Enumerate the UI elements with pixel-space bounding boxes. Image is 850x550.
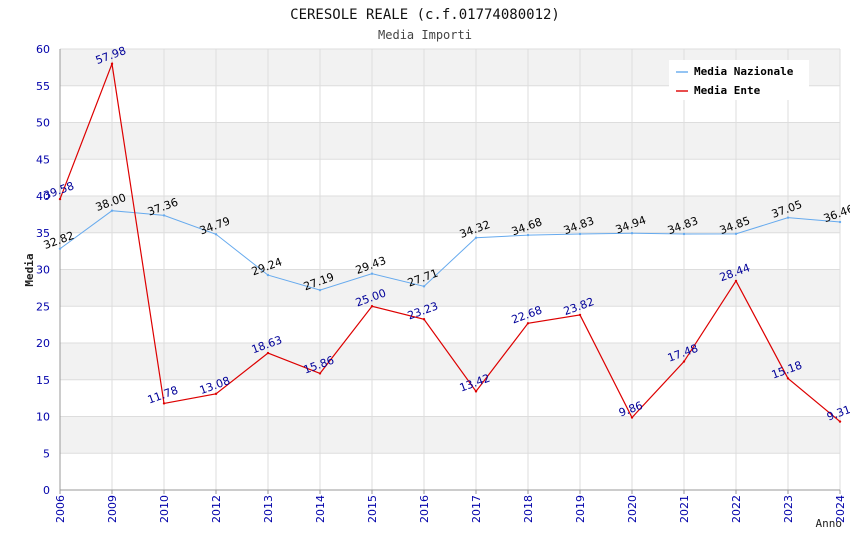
- grid-band: [60, 196, 840, 233]
- y-axis-label: Media: [23, 253, 36, 286]
- data-point: [318, 372, 322, 375]
- x-axis-label: Anno: [816, 517, 843, 530]
- legend-label-media-nazionale: Media Nazionale: [694, 65, 794, 78]
- data-label: 22.68: [510, 304, 544, 327]
- x-tick-label: 2014: [314, 495, 327, 523]
- data-point: [630, 416, 634, 419]
- x-tick-label: 2016: [418, 495, 431, 523]
- data-point: [58, 197, 62, 201]
- data-point: [110, 62, 114, 66]
- x-tick-label: 2020: [626, 495, 639, 523]
- data-point: [786, 216, 790, 219]
- series-line-media-ente: [59, 61, 841, 423]
- data-point: [370, 272, 374, 275]
- data-point: [422, 318, 426, 321]
- data-point: [734, 232, 738, 236]
- data-point: [682, 360, 686, 363]
- axes: 0 5 10 15 20 25 30 35 40 45 50 55 60 2006 2009 2010 2012…: [36, 43, 847, 523]
- y-tick-label: 30: [36, 264, 50, 277]
- y-tick-label: 25: [36, 300, 50, 313]
- chart-subtitle: Media Importi: [378, 28, 472, 42]
- y-tick-label: 20: [36, 337, 50, 350]
- x-tick-label: 2012: [210, 495, 223, 523]
- data-point: [162, 214, 166, 217]
- legend-box: [669, 60, 809, 100]
- grid-band: [60, 416, 840, 454]
- grid-band: [60, 269, 840, 307]
- data-point: [734, 279, 738, 283]
- data-point: [838, 220, 842, 224]
- y-tick-label: 15: [36, 374, 50, 387]
- chart-title: CERESOLE REALE (c.f.01774080012): [290, 7, 560, 23]
- legend: Media Nazionale Media Ente: [669, 60, 809, 100]
- y-tick-label: 55: [36, 80, 50, 93]
- data-point: [422, 285, 426, 288]
- data-point: [578, 232, 582, 236]
- data-point: [58, 247, 62, 250]
- data-point: [682, 232, 686, 236]
- data-point: [110, 209, 114, 212]
- data-point: [630, 231, 634, 235]
- data-point: [162, 402, 166, 405]
- data-point: [266, 273, 270, 277]
- x-tick-label: 2018: [522, 495, 535, 523]
- y-tick-label: 45: [36, 153, 50, 166]
- data-point: [578, 313, 582, 317]
- grid-band: [60, 343, 840, 380]
- series-layer: [58, 61, 842, 423]
- y-tick-label: 10: [36, 411, 50, 424]
- legend-label-media-ente: Media Ente: [694, 84, 761, 97]
- series-line-media-nazionale: [59, 210, 841, 291]
- data-point: [370, 305, 374, 308]
- x-tick-label: 2023: [782, 495, 795, 523]
- y-tick-label: 0: [43, 484, 50, 497]
- data-point: [474, 390, 478, 393]
- x-tick-label: 2009: [106, 495, 119, 523]
- y-tick-label: 50: [36, 117, 50, 130]
- data-label: 11.78: [146, 384, 180, 407]
- x-tick-label: 2015: [366, 495, 379, 523]
- y-tick-label: 35: [36, 227, 50, 240]
- data-point: [266, 351, 270, 355]
- y-tick-label: 60: [36, 43, 50, 56]
- grid-band: [60, 122, 840, 160]
- data-point: [318, 288, 322, 292]
- x-tick-label: 2021: [678, 495, 691, 523]
- x-tick-label: 2006: [54, 495, 67, 523]
- data-point: [214, 233, 218, 236]
- x-tick-label: 2022: [730, 495, 743, 523]
- data-point: [526, 233, 530, 237]
- y-tick-label: 5: [43, 447, 50, 460]
- data-point: [838, 420, 842, 423]
- data-point: [214, 392, 218, 396]
- data-label: 9.31: [825, 403, 850, 424]
- x-tick-label: 2010: [158, 495, 171, 523]
- y-tick-label: 40: [36, 190, 50, 203]
- data-point: [526, 322, 530, 325]
- x-tick-label: 2024: [834, 495, 847, 523]
- x-tick-label: 2013: [262, 495, 275, 523]
- data-point: [474, 236, 478, 239]
- data-point: [786, 377, 790, 380]
- x-tick-label: 2017: [470, 495, 483, 523]
- x-tick-label: 2019: [574, 495, 587, 523]
